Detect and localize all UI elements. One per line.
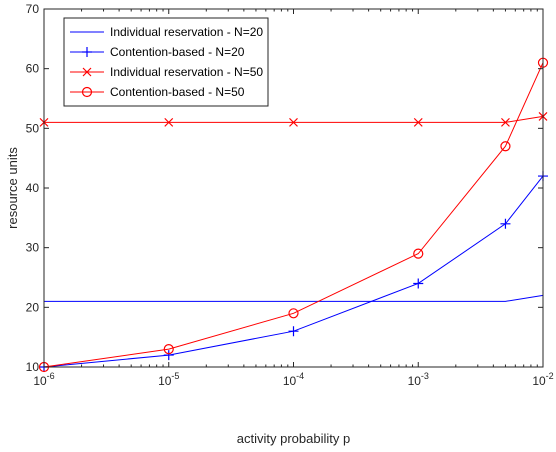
legend-label: Individual reservation - N=50	[110, 65, 263, 79]
y-tick-label: 20	[26, 300, 40, 314]
y-axis-title: resource units	[5, 147, 20, 229]
x-axis-title: activity probability p	[237, 431, 350, 446]
legend-entry: Individual reservation - N=20	[70, 25, 263, 39]
legend-label: Contention-based - N=20	[110, 45, 245, 59]
x-tick-label: 10-4	[283, 371, 304, 388]
axes: 10 20 30 40 50 60 70 10-6 10-5 10-4 10-3 10-2	[26, 2, 554, 388]
x-tick-label: 10-6	[33, 371, 54, 388]
x-tick-label: 10-2	[532, 371, 553, 388]
series-line	[43, 175, 544, 368]
legend-entry: Individual reservation - N=50	[70, 65, 263, 79]
legend-marker	[82, 67, 92, 77]
data-point	[500, 141, 511, 152]
x-tick-label: 10-5	[158, 371, 179, 388]
legend-entry: Contention-based - N=20	[70, 45, 245, 59]
series-line	[44, 294, 544, 302]
data-point	[288, 308, 299, 319]
series-3	[39, 111, 548, 127]
data-point	[163, 344, 174, 355]
data-point	[164, 117, 174, 127]
legend-marker	[81, 86, 93, 98]
y-tick-label: 70	[26, 2, 40, 16]
series-line	[44, 115, 544, 123]
data-point	[413, 278, 424, 289]
data-point	[500, 218, 511, 229]
legend-marker	[82, 47, 92, 57]
series-1	[44, 294, 544, 302]
series-2	[39, 171, 548, 372]
legend: Individual reservation - N=20 Contention-…	[63, 17, 269, 107]
series-line	[43, 62, 544, 368]
legend-label: Contention-based - N=50	[110, 85, 245, 99]
legend-label: Individual reservation - N=20	[110, 25, 263, 39]
y-tick-label: 60	[26, 62, 40, 76]
legend-box	[63, 17, 269, 107]
y-tick-label: 30	[26, 241, 40, 255]
y-tick-label: 10	[26, 360, 40, 374]
data-point	[163, 350, 174, 361]
y-tick-label: 40	[26, 181, 40, 195]
data-point	[413, 248, 424, 259]
data-point	[413, 117, 423, 127]
data-point	[288, 326, 299, 337]
legend-entry: Contention-based - N=50	[70, 85, 245, 99]
x-tick-label: 10-3	[408, 371, 429, 388]
data-point	[501, 117, 510, 127]
y-tick-label: 50	[26, 121, 40, 135]
data-point	[289, 117, 298, 127]
